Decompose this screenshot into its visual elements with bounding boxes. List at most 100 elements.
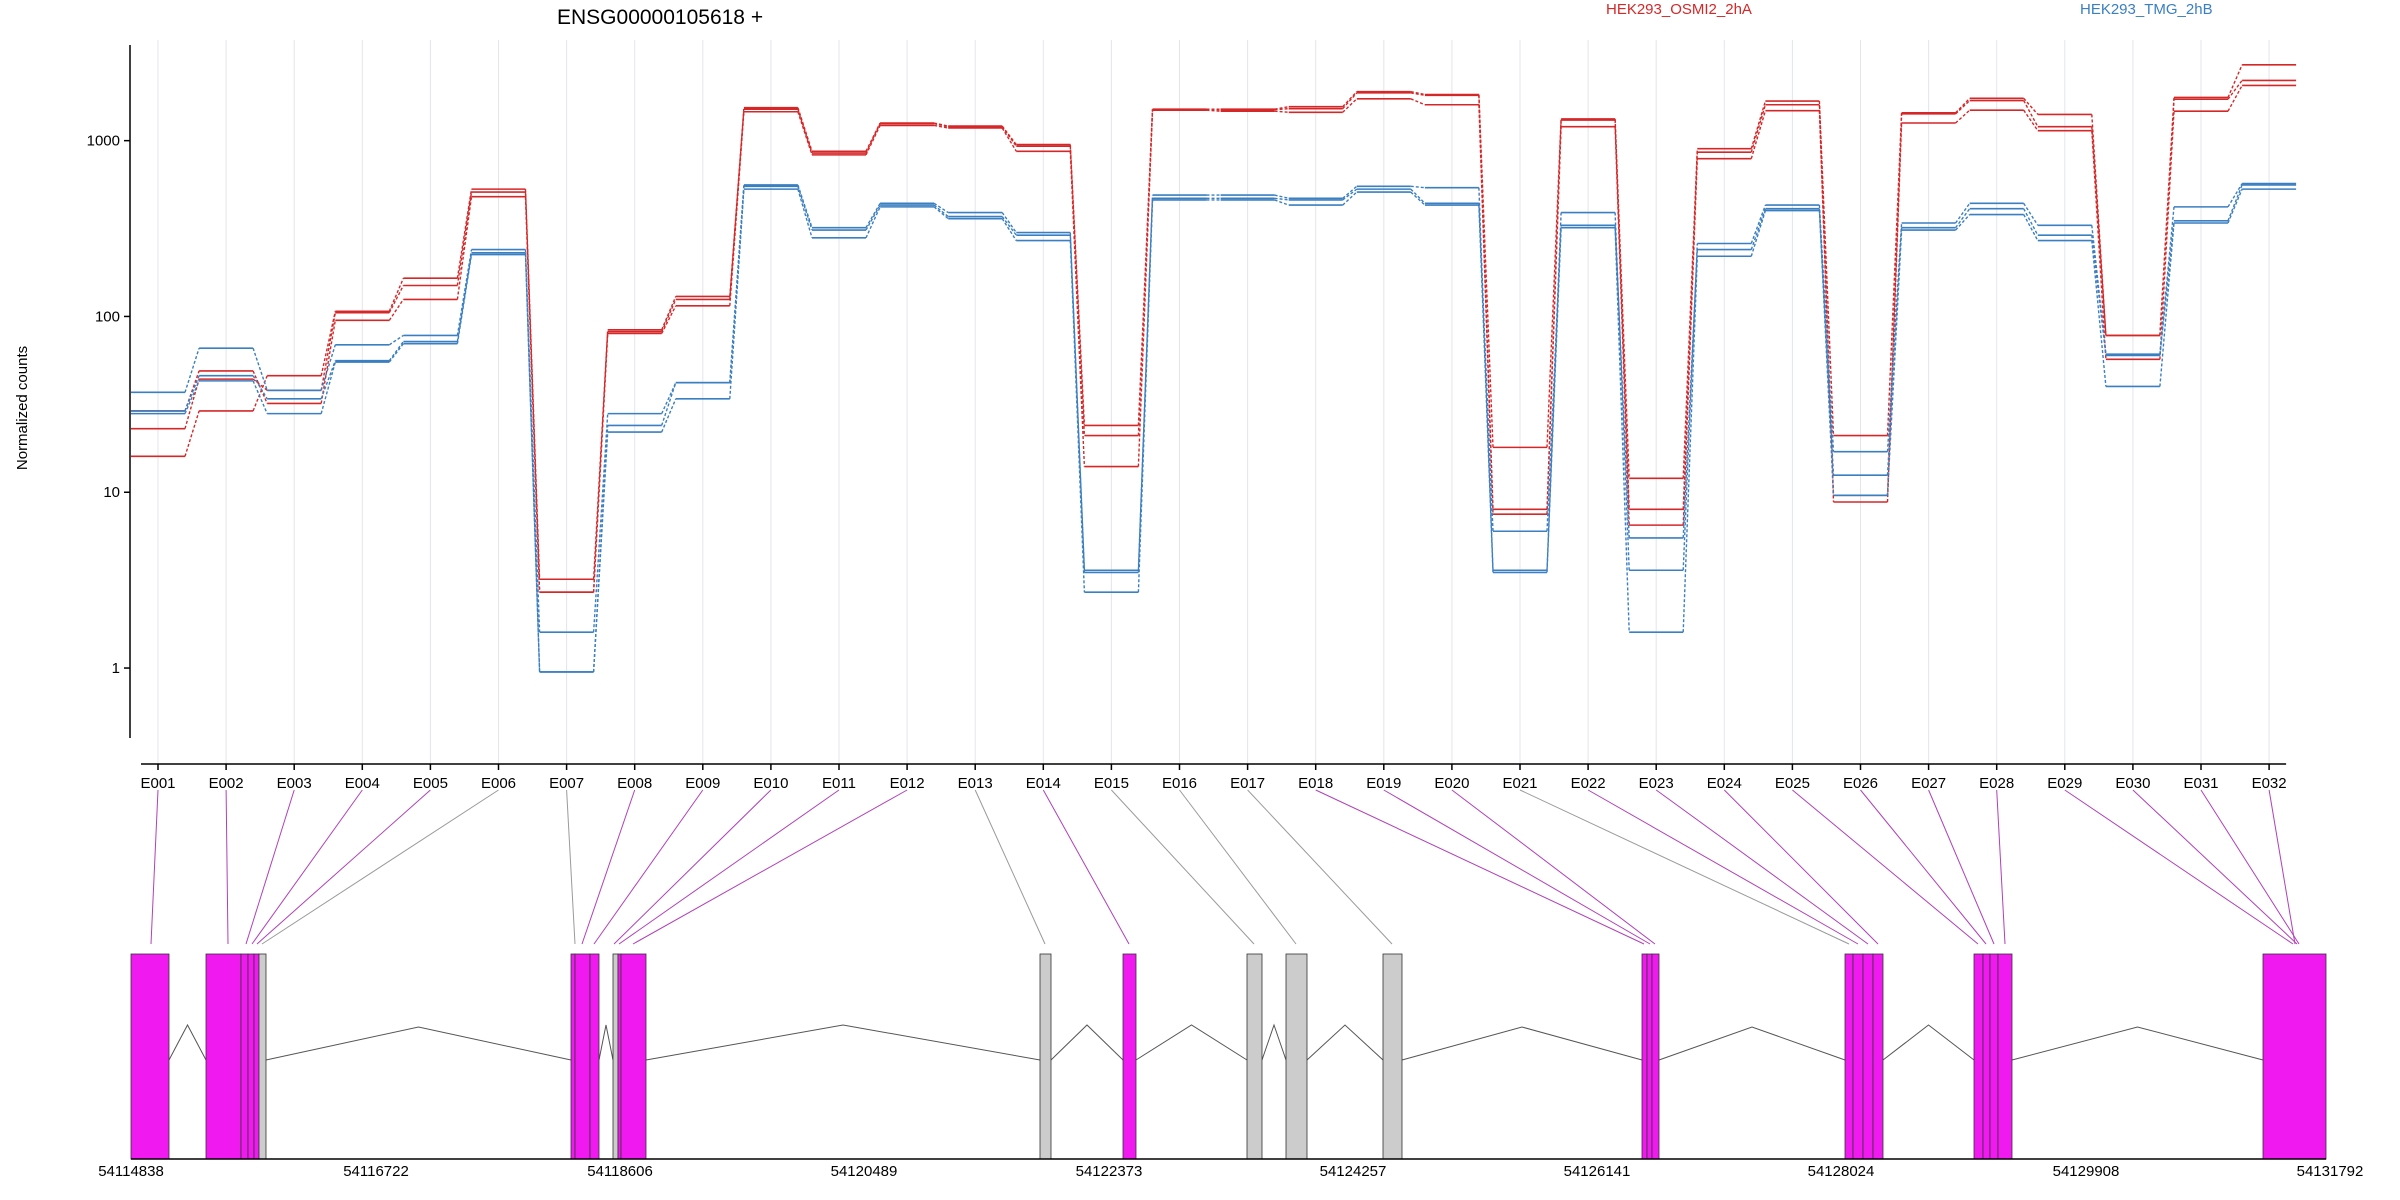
- data-connector: [1137, 195, 1154, 571]
- x-tick-label: E012: [890, 775, 925, 792]
- exon-block: [1285, 953, 1308, 1160]
- data-connector: [2091, 235, 2107, 356]
- exon-block: [574, 953, 591, 1160]
- data-connector: [2023, 97, 2039, 115]
- data-connector: [933, 202, 949, 214]
- exon-block: [617, 953, 622, 1160]
- data-connector: [2091, 130, 2107, 360]
- data-connector: [184, 347, 200, 393]
- exon-link: [150, 789, 159, 945]
- exon-link: [1247, 789, 1393, 945]
- data-connector: [865, 125, 881, 156]
- exon-block: [205, 953, 242, 1160]
- x-tick-label: E021: [1502, 775, 1537, 792]
- data-connector: [1818, 208, 1835, 476]
- x-tick-label: E004: [345, 775, 380, 792]
- data-connector: [1069, 232, 1086, 571]
- x-tick-label: E001: [140, 775, 175, 792]
- data-connector: [2227, 183, 2243, 208]
- exon-block: [253, 953, 260, 1160]
- exon-link: [251, 789, 363, 945]
- data-connector: [2091, 240, 2107, 387]
- intron-connector: [1658, 1026, 1846, 1061]
- data-connector: [1955, 214, 1971, 231]
- data-connector: [388, 343, 404, 363]
- exon-block: [612, 953, 619, 1160]
- exon-block: [1872, 953, 1884, 1160]
- intron-connector: [1401, 1026, 1643, 1061]
- data-connector: [1137, 199, 1154, 593]
- x-tick-label: E028: [1979, 775, 2014, 792]
- data-connector: [252, 347, 268, 391]
- exon-block: [1997, 953, 2013, 1160]
- exon-block: [1039, 953, 1052, 1160]
- x-tick-label: E030: [2115, 775, 2150, 792]
- data-connector: [1478, 205, 1494, 573]
- exon-block: [1382, 953, 1403, 1160]
- exon-link: [1111, 789, 1255, 945]
- data-connector: [1750, 204, 1767, 244]
- exon-block: [1246, 953, 1263, 1160]
- data-connector: [252, 378, 268, 391]
- exon-link: [1723, 789, 1879, 945]
- intron-connector: [168, 1023, 207, 1061]
- data-connector: [1342, 191, 1358, 206]
- legend-entry-tmg: HEK293_TMG_2hB: [2080, 1, 2213, 18]
- exon-block: [1641, 953, 1648, 1160]
- data-connector: [1410, 98, 1426, 106]
- x-tick-label: E005: [413, 775, 448, 792]
- data-connector: [388, 285, 405, 314]
- genome-coordinate-label: 54116722: [343, 1163, 409, 1180]
- y-tick-label: 1: [112, 660, 120, 677]
- data-connector: [320, 312, 336, 391]
- data-connector: [2023, 109, 2039, 132]
- data-connector: [661, 296, 677, 331]
- data-connector: [388, 277, 405, 312]
- data-connector: [388, 341, 404, 362]
- exon-block: [1982, 953, 1991, 1160]
- x-tick-label: E026: [1843, 775, 1878, 792]
- data-connector: [1682, 152, 1698, 510]
- data-connector: [2159, 222, 2175, 387]
- series-2: [131, 84, 2297, 594]
- data-connector: [592, 333, 609, 593]
- data-connector: [1001, 127, 1017, 152]
- exon-link: [581, 789, 636, 945]
- vertical-grid: [157, 40, 2270, 764]
- x-tick-label: E032: [2252, 775, 2287, 792]
- data-connector: [1682, 249, 1698, 538]
- x-tick-label: E022: [1571, 775, 1606, 792]
- exon-block: [1862, 953, 1874, 1160]
- data-connector: [2023, 100, 2039, 128]
- data-connector: [1274, 107, 1289, 111]
- exon-link: [974, 789, 1046, 945]
- data-connector: [1001, 126, 1017, 147]
- data-connector: [865, 204, 881, 231]
- exon-link: [2064, 789, 2294, 945]
- exon-block: [247, 953, 255, 1160]
- intron-connector: [598, 1024, 614, 1061]
- exon-link: [1451, 789, 1656, 945]
- x-tick-label: E018: [1298, 775, 1333, 792]
- genome-coordinate-label: 54114838: [98, 1163, 164, 1180]
- data-connector: [2227, 80, 2243, 100]
- data-connector: [1342, 91, 1358, 108]
- y-tick-label: 10: [103, 484, 120, 501]
- exon-block: [130, 953, 170, 1160]
- exon-links: [150, 789, 2300, 945]
- data-connector: [661, 398, 677, 433]
- x-tick-label: E002: [209, 775, 244, 792]
- data-connector: [1750, 110, 1767, 159]
- exon-block: [2262, 953, 2327, 1160]
- data-connector: [661, 382, 677, 414]
- genome-coordinate-label: 54120489: [831, 1163, 898, 1180]
- intron-connector: [1882, 1024, 1975, 1061]
- data-connector: [2159, 220, 2175, 356]
- data-connector: [2023, 214, 2039, 241]
- data-connector: [1955, 208, 1971, 229]
- exon-block: [620, 953, 647, 1160]
- x-tick-label: E017: [1230, 775, 1265, 792]
- data-connector: [1886, 112, 1903, 436]
- data-connector: [1274, 197, 1289, 201]
- data-connector: [2227, 188, 2243, 224]
